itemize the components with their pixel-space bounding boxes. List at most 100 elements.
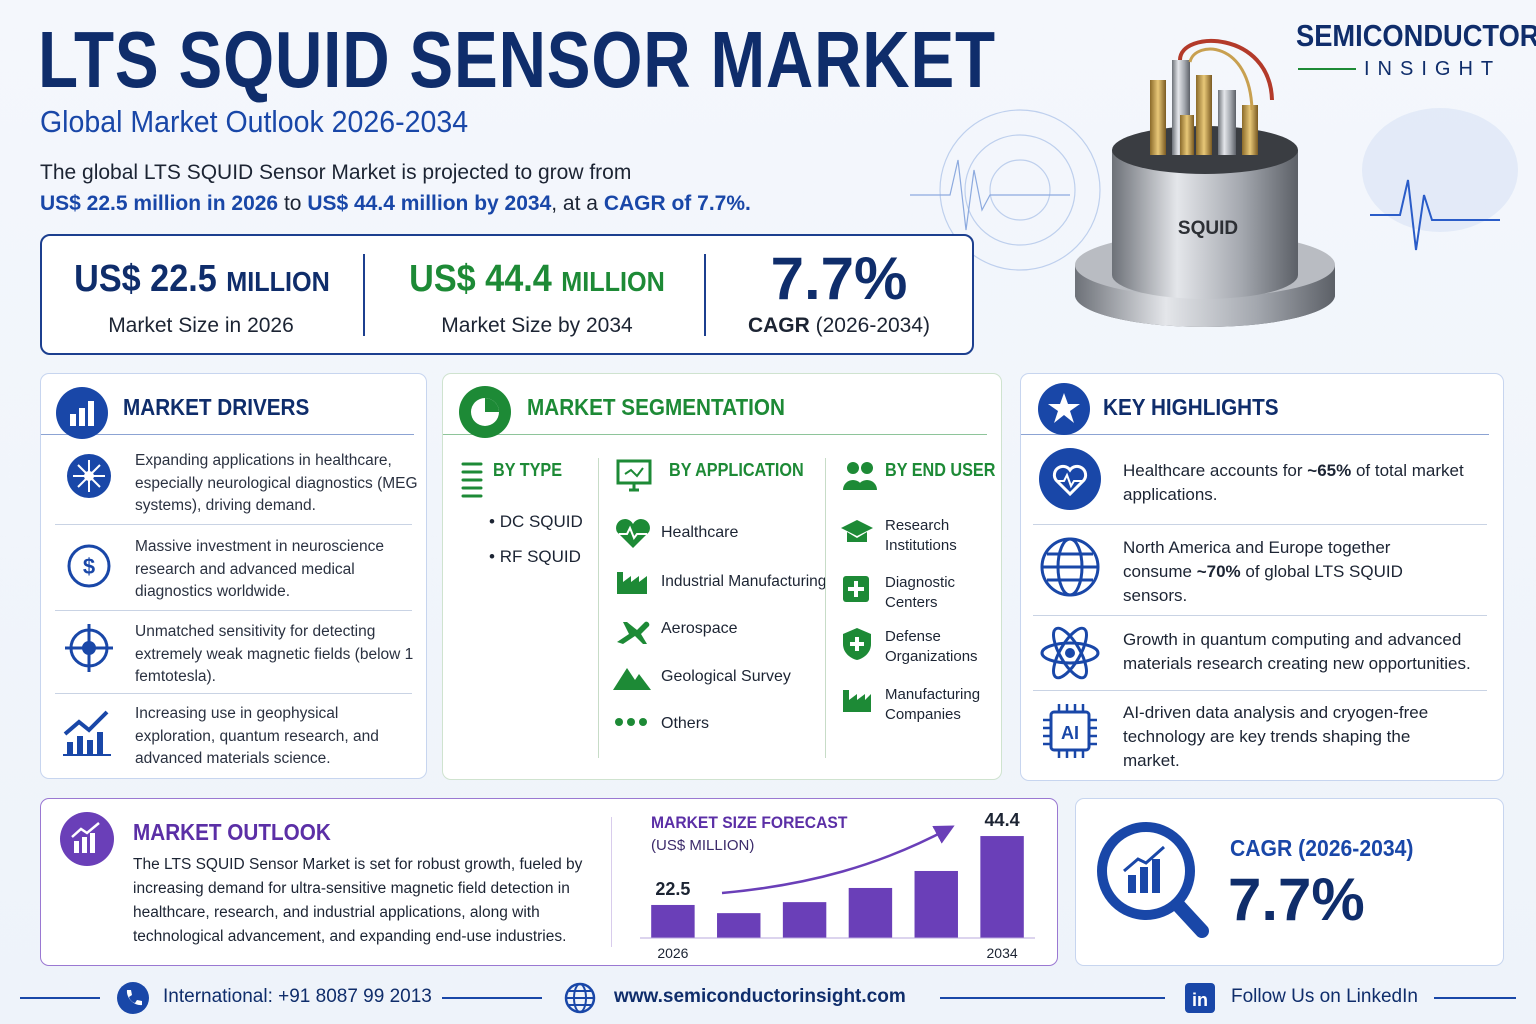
divider — [704, 254, 706, 336]
drivers-card: MARKET DRIVERS Expanding applications in… — [40, 373, 427, 779]
drivers-title: MARKET DRIVERS — [123, 394, 310, 420]
cap-icon — [841, 520, 873, 542]
segmentation-card: MARKET SEGMENTATION BY TYPE • DC SQUID •… — [442, 373, 1002, 780]
highlight-part: of total market applications. — [1123, 461, 1464, 504]
column-title: BY TYPE — [493, 460, 563, 480]
intro-end: US$ 44.4 million by 2034 — [307, 192, 552, 215]
intro-start: US$ 22.5 million in 2026 — [40, 192, 279, 215]
driver-text: Massive investment in neuroscience resea… — [135, 538, 384, 600]
dots-icon — [615, 718, 647, 726]
stat-value: US$ 22.5 MILLION — [58, 258, 346, 301]
footer-rule — [442, 997, 542, 999]
can-body — [1112, 150, 1298, 299]
type-text: DC SQUID — [499, 512, 583, 531]
outlook-text: The LTS SQUID Sensor Market is set for r… — [133, 856, 583, 945]
rule — [443, 434, 987, 435]
divider — [598, 458, 599, 758]
highlights-card: KEY HIGHLIGHTS Healthcare accounts for ~… — [1020, 373, 1504, 781]
footer-phone[interactable]: International: +91 8087 99 2013 — [163, 986, 432, 1007]
stats-panel: US$ 22.5 MILLION Market Size in 2026 US$… — [40, 234, 974, 355]
bar — [980, 836, 1024, 938]
web-icon — [564, 982, 596, 1014]
intro-cagr: CAGR of 7.7%. — [603, 192, 751, 215]
stat-value: US$ 44.4 MILLION — [389, 258, 686, 301]
growth-icon — [63, 710, 111, 756]
highlight-part: of global LTS SQUID sensors. — [1123, 562, 1403, 605]
image-label: SQUID — [1178, 218, 1238, 239]
stat-number: US$ 44.4 — [409, 258, 552, 300]
highlight-figure: ~65% — [1307, 461, 1352, 480]
value-label: 22.5 — [655, 879, 690, 899]
squid-illustration: SQUID — [910, 39, 1518, 327]
highlight-text: Healthcare accounts for ~65% of total ma… — [1123, 459, 1483, 507]
type-text: RF SQUID — [499, 547, 581, 566]
heart-icon — [1039, 448, 1101, 510]
driver-text: Unmatched sensitivity for detecting extr… — [135, 623, 414, 685]
stat-unit: MILLION — [226, 266, 330, 297]
factory-icon — [843, 690, 871, 712]
driver-text: Increasing use in geophysical exploratio… — [135, 705, 379, 767]
application-item: Industrial Manufacturing — [661, 573, 827, 590]
end-user-item: Diagnostic Centers — [885, 574, 956, 611]
footer-social[interactable]: Follow Us on LinkedIn — [1231, 986, 1418, 1007]
forecast-chart: 2026 22.5 2034 44.4 — [640, 810, 1035, 961]
trend-arrow — [721, 825, 955, 895]
stat-label-bold: CAGR — [747, 314, 810, 337]
x-tick-label: 2034 — [987, 945, 1018, 961]
stat-cagr: 7.7% — [770, 245, 908, 312]
chart-subtitle: (US$ MILLION) — [651, 837, 755, 854]
title: LTS SQUID SENSOR MARKET — [38, 15, 996, 104]
value-label: 44.4 — [985, 810, 1020, 830]
highlight-part: Healthcare accounts for — [1123, 461, 1303, 480]
star-icon — [1038, 383, 1090, 435]
chart-title: MARKET SIZE FORECAST — [651, 813, 848, 832]
bar — [717, 913, 761, 938]
intro: The global LTS SQUID Sensor Market is pr… — [40, 157, 800, 219]
bar — [651, 904, 695, 938]
segmentation-icon — [459, 386, 511, 438]
heart-icon — [616, 519, 650, 548]
atom-icon — [1040, 626, 1100, 680]
ai-chip-icon: AI — [1043, 704, 1097, 758]
segmentation-title: MARKET SEGMENTATION — [527, 394, 785, 420]
rule — [55, 610, 412, 611]
divider — [825, 458, 826, 758]
globe-icon — [1040, 537, 1100, 597]
end-user-item: Research Institutions — [885, 517, 957, 554]
target-icon — [65, 624, 113, 672]
medical-icon — [843, 576, 869, 602]
driver-text: Expanding applications in healthcare, es… — [135, 452, 418, 514]
factory-icon — [617, 572, 647, 594]
stat-unit: MILLION — [561, 266, 665, 297]
divider — [363, 254, 365, 336]
stat-label: Market Size by 2034 — [441, 314, 633, 337]
subtitle: Global Market Outlook 2026-2034 — [40, 104, 469, 139]
highlight-part: North America and Europe together consum… — [1123, 538, 1391, 581]
linkedin-icon: in — [1185, 983, 1215, 1013]
bar — [848, 887, 893, 938]
highlight-text: North America and Europe together consum… — [1123, 536, 1453, 608]
divider — [611, 817, 612, 947]
magnifier-icon — [1097, 822, 1209, 938]
plane-icon — [617, 621, 650, 644]
logo-name: SEMICONDUCTOR — [1296, 18, 1536, 53]
footer-rule — [940, 997, 1165, 999]
end-user-item: Defense Organizations — [885, 628, 978, 665]
rule — [1033, 615, 1487, 616]
application-item: Healthcare — [661, 524, 739, 541]
outlook-icon — [60, 812, 114, 866]
footer-rule — [1434, 997, 1516, 999]
end-user-item: Manufacturing Companies — [885, 686, 981, 723]
rule — [1033, 690, 1487, 691]
application-item: Aerospace — [661, 620, 738, 637]
rule — [55, 693, 412, 694]
footer-website[interactable]: www.semiconductorinsight.com — [614, 986, 906, 1007]
logo-tagline: INSIGHT — [1364, 58, 1502, 80]
monitor-icon — [616, 459, 652, 492]
svg-text:AI: AI — [1061, 723, 1079, 743]
application-item: Geological Survey — [661, 668, 791, 685]
stat-label: CAGR (2026-2034) — [706, 314, 972, 338]
intro-text: to — [283, 192, 302, 215]
